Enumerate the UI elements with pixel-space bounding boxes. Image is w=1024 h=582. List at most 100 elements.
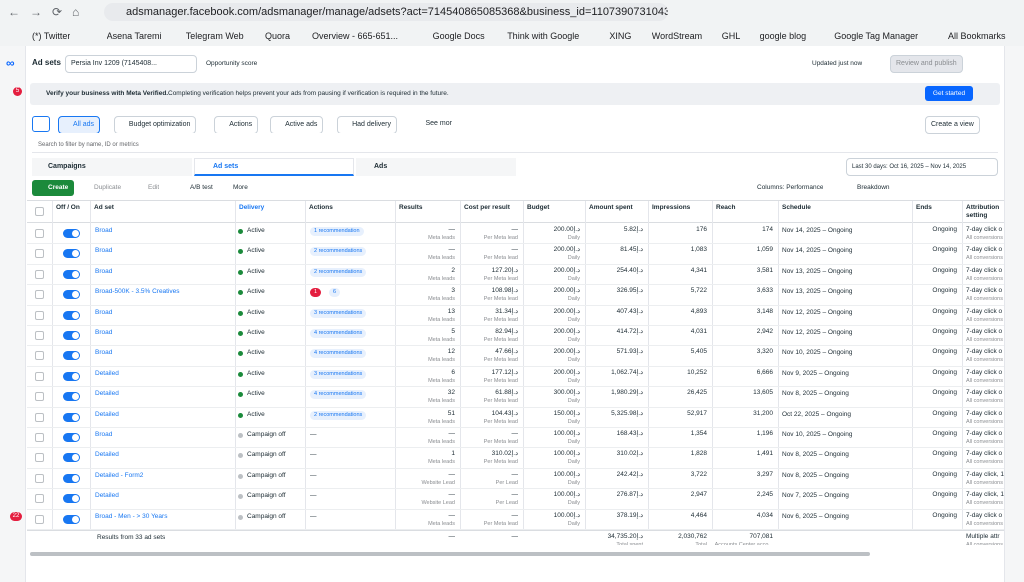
bookmark[interactable]: (*) Twitter (32, 31, 71, 41)
ad-set-name[interactable]: Broad (95, 227, 113, 234)
recommendations[interactable]: 6 (329, 288, 341, 298)
row-checkbox[interactable] (35, 412, 44, 422)
row-checkbox[interactable] (35, 351, 44, 361)
get-started-button[interactable]: Get started (925, 86, 973, 101)
more-button[interactable]: More (233, 184, 248, 191)
column-header[interactable]: Ad set (94, 204, 114, 211)
ad-set-name[interactable]: Detailed - Form2 (95, 471, 144, 479)
bookmark[interactable]: Google Docs (432, 31, 485, 41)
column-header[interactable]: Off / On (56, 204, 80, 211)
opportunity-score[interactable]: Opportunity score (206, 60, 258, 67)
filter-button[interactable]: Had delivery (337, 116, 398, 133)
edit-button[interactable]: Edit (148, 184, 160, 191)
ad-set-name[interactable]: Detailed (95, 410, 119, 418)
tab[interactable]: Ads (356, 158, 516, 176)
search-input[interactable]: Search to filter by name, ID or metrics (32, 138, 998, 153)
select-all-checkbox[interactable] (35, 207, 44, 216)
bookmark[interactable]: Overview - 665-651... (312, 31, 399, 41)
bookmark[interactable]: Google Tag Manager (834, 31, 919, 41)
column-header[interactable]: Results (399, 204, 423, 211)
column-header[interactable]: Attribution setting (966, 204, 1000, 219)
row-checkbox[interactable] (35, 433, 44, 442)
bookmark[interactable]: Quora (265, 31, 291, 41)
row-checkbox[interactable] (35, 514, 44, 524)
bookmark[interactable]: google blog (759, 31, 807, 41)
filter-button[interactable]: See more (411, 116, 452, 132)
filter-button[interactable]: Actions (214, 116, 259, 133)
toggle[interactable] (63, 269, 80, 279)
ad-set-name[interactable]: Broad (95, 247, 113, 255)
account-selector[interactable]: Persia Inv 1209 (7145408... (65, 55, 197, 73)
filter-button[interactable]: Budget optimization (113, 116, 197, 133)
toggle[interactable] (63, 229, 80, 238)
column-header[interactable]: Amount spent (589, 204, 633, 211)
ad-set-name[interactable]: Broad (95, 431, 113, 438)
column-header[interactable]: Schedule (782, 204, 811, 211)
filter-button[interactable]: Active ads (270, 116, 324, 133)
url-bar[interactable]: adsmanager.facebook.com/adsmanager/manag… (104, 3, 668, 21)
bookmark[interactable]: WordStream (651, 31, 703, 41)
column-header[interactable]: Actions (309, 204, 333, 211)
alert-badge[interactable]: 1 (310, 288, 322, 298)
row-checkbox[interactable] (35, 494, 44, 504)
row-checkbox[interactable] (35, 371, 44, 381)
review-publish-button[interactable]: Review and publish (890, 55, 963, 73)
breakdown-button[interactable]: Breakdown (857, 184, 890, 191)
row-checkbox[interactable] (35, 453, 44, 463)
recommendations[interactable]: 3 recommendations (310, 308, 367, 318)
column-header[interactable]: Reach (716, 204, 736, 211)
bookmark[interactable]: Telegram Web (185, 31, 244, 41)
tab[interactable]: Ad sets (194, 158, 354, 176)
recommendations[interactable]: 4 recommendations (310, 329, 367, 338)
ab-test-button[interactable]: A/B test (190, 184, 213, 191)
ad-set-name[interactable]: Broad (95, 267, 113, 275)
duplicate-button[interactable]: Duplicate (94, 184, 122, 191)
recommendations[interactable]: 3 recommendations (310, 369, 367, 379)
date-range[interactable]: Last 30 days: Oct 16, 2025 – Nov 14, 202… (846, 158, 998, 176)
row-checkbox[interactable] (35, 229, 44, 238)
tab[interactable]: Campaigns (32, 158, 192, 176)
toggle[interactable] (63, 249, 80, 259)
columns-button[interactable]: Columns: Performance (757, 184, 824, 191)
ad-set-name[interactable]: Broad-500K - 3.5% Creatives (95, 288, 180, 296)
row-checkbox[interactable] (35, 310, 44, 320)
recommendations[interactable]: 4 recommendations (310, 349, 367, 359)
all-bookmarks[interactable]: All Bookmarks (948, 31, 1006, 41)
ad-set-name[interactable]: Broad (95, 329, 113, 336)
ad-set-name[interactable]: Detailed (95, 451, 119, 459)
column-header[interactable]: Delivery (239, 204, 265, 211)
ad-set-name[interactable]: Broad - Men - > 30 Years (95, 512, 168, 520)
ad-set-name[interactable]: Detailed (95, 492, 119, 500)
toggle[interactable] (63, 351, 80, 361)
filter-button[interactable]: All ads (58, 116, 101, 133)
toggle[interactable] (63, 473, 80, 483)
column-header[interactable]: Ends (916, 204, 932, 211)
create-view-button[interactable]: Create a view (925, 116, 980, 134)
ad-set-name[interactable]: Detailed (95, 369, 119, 377)
create-button[interactable]: Create (32, 180, 74, 196)
bookmark[interactable]: Asena Taremi (106, 31, 162, 41)
scrollbar[interactable] (30, 552, 870, 556)
toggle[interactable] (63, 494, 80, 504)
toggle[interactable] (63, 412, 80, 422)
toggle[interactable] (63, 433, 80, 442)
ad-set-name[interactable]: Broad (95, 349, 113, 357)
toggle[interactable] (63, 331, 80, 340)
row-checkbox[interactable] (35, 331, 44, 340)
bookmark[interactable]: Think with Google (507, 31, 580, 41)
column-header[interactable]: Impressions (652, 204, 691, 211)
recommendations[interactable]: 2 recommendations (310, 410, 367, 420)
row-checkbox[interactable] (35, 392, 44, 402)
bookmark[interactable]: XING (609, 31, 632, 41)
toggle[interactable] (63, 514, 80, 524)
column-header[interactable]: Budget (527, 204, 550, 211)
recommendations[interactable]: 4 recommendations (310, 390, 367, 400)
recommendations[interactable]: 1 recommendation (310, 227, 364, 236)
row-checkbox[interactable] (35, 290, 44, 300)
toggle[interactable] (63, 392, 80, 402)
toggle[interactable] (63, 371, 80, 381)
recommendations[interactable]: 2 recommendations (310, 267, 367, 277)
toggle[interactable] (63, 453, 80, 463)
row-checkbox[interactable] (35, 249, 44, 259)
toggle[interactable] (63, 290, 80, 300)
